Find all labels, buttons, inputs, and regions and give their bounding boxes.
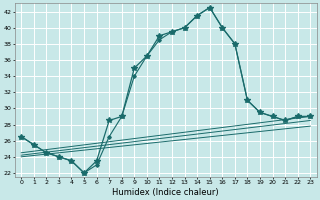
X-axis label: Humidex (Indice chaleur): Humidex (Indice chaleur) xyxy=(112,188,219,197)
